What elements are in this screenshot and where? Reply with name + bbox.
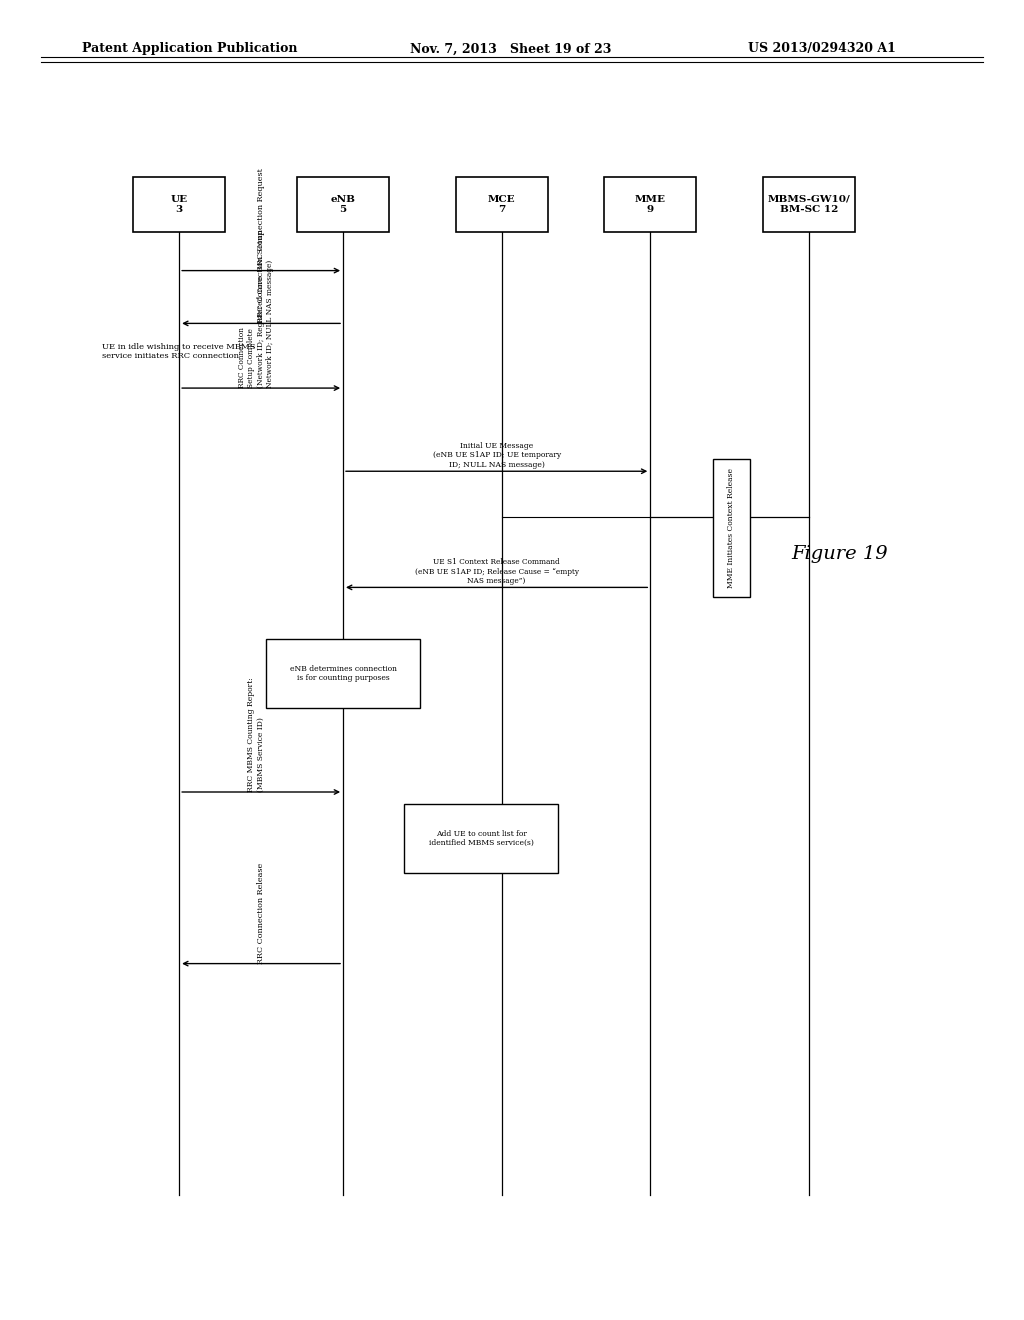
- Text: RRC Connection Release: RRC Connection Release: [257, 862, 265, 964]
- Text: Patent Application Publication: Patent Application Publication: [82, 42, 297, 55]
- Bar: [456, 177, 548, 232]
- Text: eNB
5: eNB 5: [331, 195, 355, 214]
- Bar: [763, 177, 855, 232]
- Text: RRC Connection Setup: RRC Connection Setup: [257, 230, 265, 323]
- Text: MME
9: MME 9: [635, 195, 666, 214]
- Text: RRC Connection
Setup Complete
(Network ID; Registered Core
Network ID; NULL NAS : RRC Connection Setup Complete (Network I…: [239, 260, 273, 388]
- Bar: [297, 177, 389, 232]
- Bar: [713, 459, 750, 597]
- Text: Add UE to count list for
identified MBMS service(s): Add UE to count list for identified MBMS…: [429, 829, 534, 847]
- Bar: [266, 639, 420, 708]
- Text: Initial UE Message
(eNB UE S1AP ID; UE temporary
ID; NULL NAS message): Initial UE Message (eNB UE S1AP ID; UE t…: [432, 442, 561, 469]
- Bar: [604, 177, 696, 232]
- Text: eNB determines connection
is for counting purposes: eNB determines connection is for countin…: [290, 664, 396, 682]
- Bar: [404, 804, 558, 873]
- Text: UE S1 Context Release Command
(eNB UE S1AP ID; Release Cause = “empty
NAS messag: UE S1 Context Release Command (eNB UE S1…: [415, 558, 579, 585]
- Text: UE
3: UE 3: [171, 195, 187, 214]
- Text: RRC Connection Request: RRC Connection Request: [257, 168, 265, 271]
- Text: Nov. 7, 2013   Sheet 19 of 23: Nov. 7, 2013 Sheet 19 of 23: [410, 42, 611, 55]
- Text: MCE
7: MCE 7: [488, 195, 515, 214]
- Text: MBMS-GW10/
BM-SC 12: MBMS-GW10/ BM-SC 12: [768, 195, 850, 214]
- Bar: [133, 177, 225, 232]
- Text: MME Initiates Context Release: MME Initiates Context Release: [727, 469, 735, 587]
- Text: Figure 19: Figure 19: [792, 545, 888, 564]
- Text: RRC MBMS Counting Report:
(MBMS Service ID): RRC MBMS Counting Report: (MBMS Service …: [248, 677, 264, 792]
- Text: UE in idle wishing to receive MBMS
service initiates RRC connection: UE in idle wishing to receive MBMS servi…: [102, 343, 256, 360]
- Text: US 2013/0294320 A1: US 2013/0294320 A1: [748, 42, 895, 55]
